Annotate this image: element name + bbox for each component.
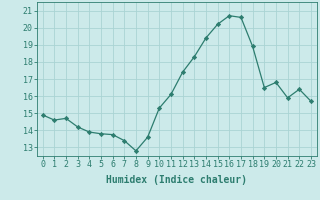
X-axis label: Humidex (Indice chaleur): Humidex (Indice chaleur) [106,175,247,185]
